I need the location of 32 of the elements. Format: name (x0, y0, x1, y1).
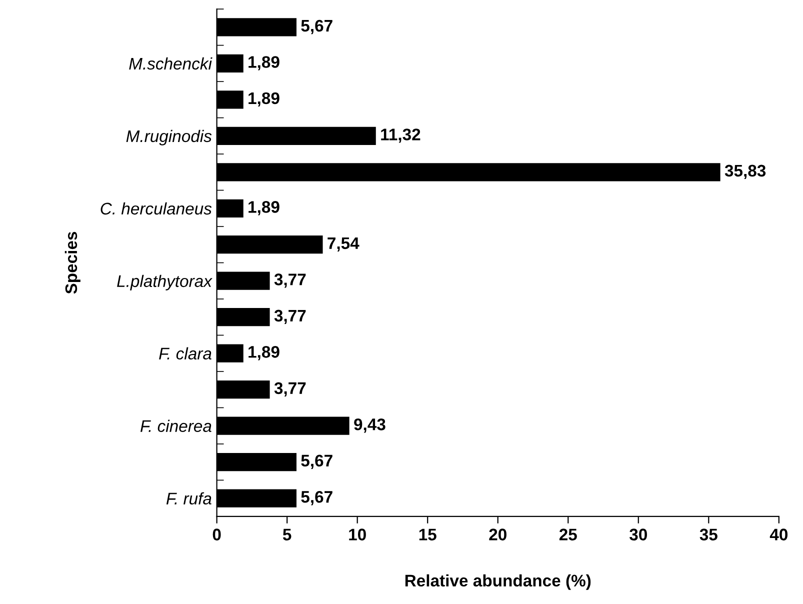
y-axis-title: Species (64, 232, 80, 294)
x-tick-label: 35 (700, 528, 718, 540)
y-tick-label: F. cinerea (140, 420, 212, 432)
y-tick-label: C. herculaneus (100, 202, 212, 215)
x-tick-label: 0 (212, 528, 221, 540)
x-tick-label: 30 (630, 528, 647, 540)
x-tick-label: 20 (489, 528, 506, 540)
data-label: 1,89 (248, 201, 280, 216)
x-axis-title: Relative abundance (%) (405, 574, 591, 590)
y-tick-label: L.plathytorax (117, 274, 212, 290)
data-label: 3,77 (274, 310, 306, 324)
data-label: 1,89 (248, 92, 280, 107)
data-label: 11,32 (381, 128, 420, 143)
data-label: 3,77 (274, 382, 306, 396)
data-label: 7,54 (328, 237, 360, 252)
x-tick-label: 10 (349, 528, 366, 540)
y-tick-label: M.ruginodis (126, 130, 212, 146)
x-tick-label: 15 (419, 528, 436, 540)
x-tick-label: 25 (559, 528, 577, 540)
y-tick-label: F. rufa (166, 492, 212, 505)
data-label: 1,89 (248, 346, 280, 360)
data-label: 9,43 (354, 418, 386, 433)
x-tick-label: 40 (770, 528, 788, 540)
y-tick-label: F. clara (159, 347, 212, 360)
data-label: 35,83 (724, 164, 766, 180)
data-label: 5,67 (301, 490, 332, 506)
data-label: 5,67 (301, 454, 332, 469)
y-tick-label: M.schencki (129, 57, 212, 70)
data-label: 3,77 (274, 274, 306, 288)
x-tick-label: 5 (282, 528, 292, 540)
data-label: 1,89 (248, 56, 280, 70)
data-label: 5,67 (301, 20, 332, 34)
